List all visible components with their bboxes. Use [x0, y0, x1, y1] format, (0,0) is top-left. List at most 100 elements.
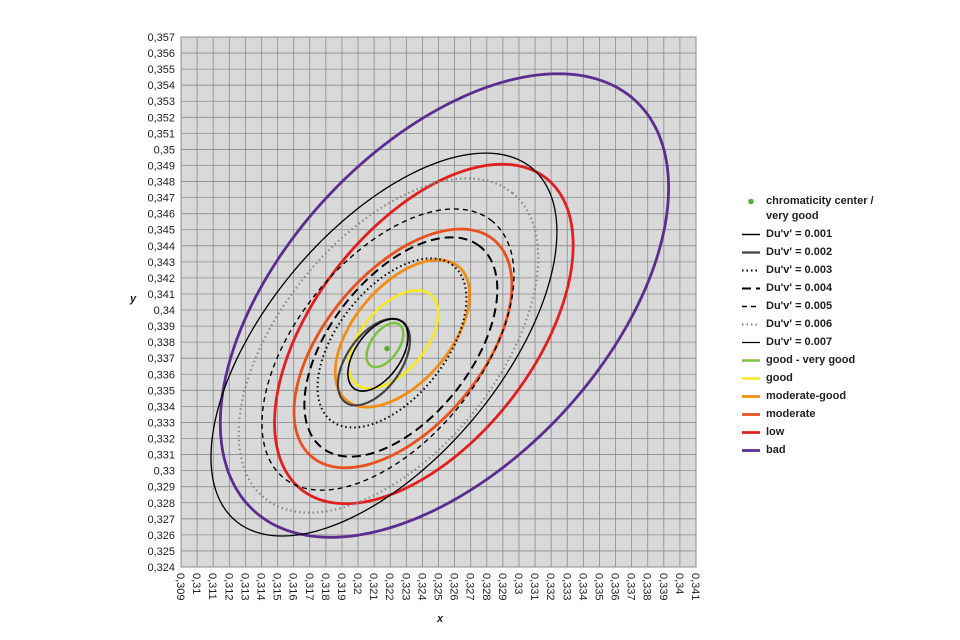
y-tick-label: 0,326: [147, 530, 175, 542]
x-tick-label: 0,337: [625, 573, 637, 601]
x-tick-label: 0,329: [496, 573, 508, 601]
legend-label: moderate-good: [766, 390, 847, 402]
legend-entry: Du'v' = 0.001: [740, 227, 880, 242]
legend-entry: Du'v' = 0.003: [740, 263, 880, 278]
x-tick-label: 0,317: [303, 573, 315, 601]
legend-swatch: [742, 377, 760, 380]
legend-entry: chromaticity center / very good: [740, 194, 880, 224]
ellipse: [273, 162, 575, 506]
legend-label: Du'v' = 0.003: [766, 264, 833, 276]
ellipse: [292, 227, 514, 470]
ellipse: [261, 208, 515, 491]
y-tick-label: 0,343: [147, 257, 175, 269]
x-tick-label: 0,335: [592, 573, 604, 601]
y-tick-label: 0,338: [147, 337, 175, 349]
plot-border: [180, 36, 697, 568]
legend-swatch: [742, 449, 760, 452]
y-tick-label: 0,331: [147, 450, 175, 462]
y-tick-label: 0,328: [147, 498, 175, 510]
legend-label: Du'v' = 0.004: [766, 282, 833, 294]
legend-swatch: [742, 251, 760, 254]
legend-label: moderate: [766, 408, 816, 420]
y-tick-label: 0,333: [147, 417, 175, 429]
y-tick-label: 0,353: [147, 96, 175, 108]
y-tick-label: 0,329: [147, 482, 175, 494]
legend-label: chromaticity center / very good: [766, 195, 874, 222]
ellipse: [347, 318, 409, 392]
legend-marker: [748, 198, 754, 205]
y-tick-label: 0,344: [147, 241, 175, 253]
x-tick-label: 0,312: [222, 573, 234, 601]
legend-label: Du'v' = 0.005: [766, 300, 833, 312]
legend-label: low: [766, 426, 785, 438]
legend-label: Du'v' = 0.002: [766, 246, 833, 258]
legend-entry: Du'v' = 0.002: [740, 245, 880, 260]
legend-entry: Du'v' = 0.004: [740, 281, 880, 296]
x-axis-label: x: [436, 613, 444, 625]
y-tick-label: 0,357: [147, 32, 175, 44]
y-tick-label: 0,351: [147, 128, 175, 140]
legend-swatch: [742, 305, 760, 308]
y-tick-label: 0,348: [147, 177, 175, 189]
x-tick-label: 0,331: [528, 573, 540, 601]
ellipse: [333, 258, 472, 409]
x-tick-label: 0,334: [576, 573, 588, 601]
x-tick-label: 0,31: [190, 573, 202, 594]
y-tick-label: 0,345: [147, 225, 175, 237]
x-tick-label: 0,318: [319, 573, 331, 601]
y-tick-label: 0,33: [154, 466, 175, 478]
x-tick-label: 0,33: [512, 573, 524, 594]
x-tick-label: 0,321: [367, 573, 379, 601]
ellipse: [347, 289, 440, 390]
y-tick-label: 0,324: [147, 562, 175, 574]
legend-entry: bad: [740, 443, 880, 458]
y-tick-label: 0,355: [147, 64, 175, 76]
y-tick-label: 0,356: [147, 48, 175, 60]
x-tick-label: 0,327: [464, 573, 476, 601]
legend-label: good - very good: [766, 354, 856, 366]
legend-label: bad: [766, 444, 786, 456]
x-tick-label: 0,313: [238, 573, 250, 601]
x-tick-label: 0,316: [287, 573, 299, 601]
y-tick-label: 0,34: [154, 305, 175, 317]
y-tick-label: 0,336: [147, 369, 175, 381]
x-tick-label: 0,322: [383, 573, 395, 601]
y-tick-label: 0,327: [147, 514, 175, 526]
legend-entry: Du'v' = 0.005: [740, 299, 880, 314]
legend-swatch: [742, 287, 760, 290]
x-tick-label: 0,328: [480, 573, 492, 601]
ellipse: [365, 321, 405, 369]
x-tick-label: 0,336: [609, 573, 621, 601]
y-tick-label: 0,35: [154, 144, 175, 156]
x-tick-label: 0,309: [174, 573, 186, 601]
legend-swatch: [742, 233, 760, 236]
legend-entry: Du'v' = 0.007: [740, 335, 880, 350]
y-tick-label: 0,334: [147, 401, 175, 413]
y-tick-label: 0,352: [147, 112, 175, 124]
x-tick-label: 0,341: [689, 573, 701, 601]
legend-label: Du'v' = 0.006: [766, 318, 833, 330]
legend-entry: good: [740, 371, 880, 386]
legend-swatch: [742, 269, 760, 272]
legend-label: Du'v' = 0.007: [766, 336, 833, 348]
legend-swatch: [742, 359, 760, 362]
ellipse: [210, 152, 558, 537]
legend: chromaticity center / very good Du'v' = 0…: [740, 194, 880, 458]
x-tick-label: 0,34: [673, 573, 685, 594]
x-tick-label: 0,323: [399, 573, 411, 601]
x-tick-label: 0,326: [448, 573, 460, 601]
y-tick-label: 0,332: [147, 434, 175, 446]
legend-entry: moderate-good: [740, 389, 880, 404]
y-tick-label: 0,342: [147, 273, 175, 285]
x-tick-label: 0,315: [271, 573, 283, 601]
x-tick-label: 0,319: [335, 573, 347, 601]
legend-entry: moderate: [740, 407, 880, 422]
x-tick-label: 0,311: [206, 573, 218, 600]
x-tick-label: 0,333: [560, 573, 572, 601]
legend-swatch: [748, 198, 754, 205]
legend-swatch: [742, 413, 760, 416]
y-tick-label: 0,341: [147, 289, 175, 301]
legend-entry: good - very good: [740, 353, 880, 368]
ellipse: [237, 177, 540, 514]
